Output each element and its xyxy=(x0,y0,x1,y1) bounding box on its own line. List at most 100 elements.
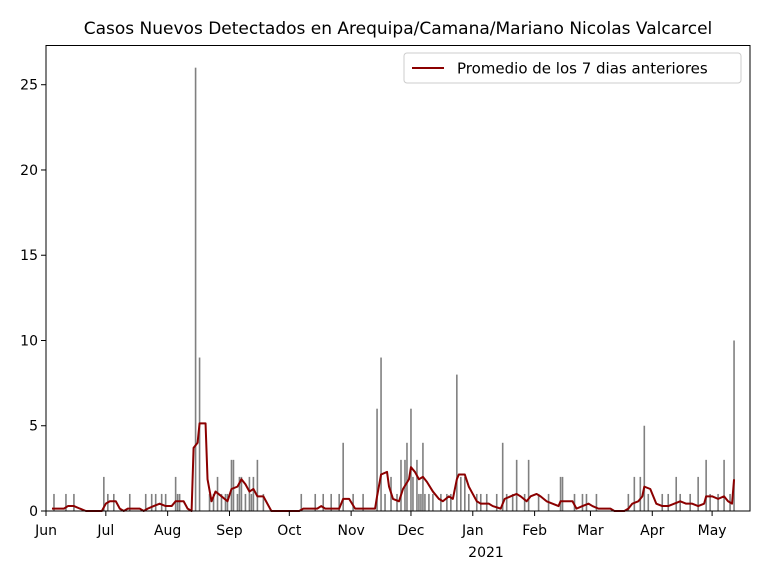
bar-series xyxy=(53,67,735,512)
bar xyxy=(380,357,382,511)
bar xyxy=(362,493,364,511)
bar xyxy=(523,493,526,511)
bar xyxy=(440,493,442,511)
bar xyxy=(376,408,378,511)
bar xyxy=(705,459,707,511)
x-tick-label: Apr xyxy=(640,523,664,539)
plot-frame xyxy=(45,45,751,512)
bar xyxy=(639,476,642,511)
bar xyxy=(515,459,518,511)
bar xyxy=(485,493,488,511)
bar xyxy=(73,493,75,511)
bar xyxy=(220,493,223,511)
bar xyxy=(559,476,562,511)
bar xyxy=(330,493,332,511)
bar xyxy=(352,493,354,511)
bar xyxy=(176,493,179,511)
bar xyxy=(475,493,478,511)
bar xyxy=(244,493,247,511)
legend: Promedio de los 7 dias anteriores xyxy=(403,52,742,84)
y-tick-label: 15 xyxy=(20,248,38,264)
bar xyxy=(511,493,514,511)
x-tick-label: Feb xyxy=(522,523,547,539)
bar xyxy=(661,493,664,511)
bar xyxy=(420,493,422,511)
bar xyxy=(733,340,735,511)
bar xyxy=(384,493,386,511)
average-line-series xyxy=(51,422,736,512)
bar xyxy=(128,493,131,511)
legend-label: Promedio de los 7 dias anteriores xyxy=(457,60,708,78)
x-tick-label: Jun xyxy=(34,523,57,539)
bar xyxy=(164,493,167,511)
bar xyxy=(212,493,215,511)
bar xyxy=(396,493,398,511)
bar xyxy=(424,493,426,511)
x-tick-label: Mar xyxy=(577,523,604,539)
bar xyxy=(468,493,470,511)
bar xyxy=(505,493,508,511)
bar xyxy=(595,493,598,511)
x-year-label: 2021 xyxy=(468,545,504,561)
x-tick-label: Aug xyxy=(154,523,181,539)
bar xyxy=(667,493,670,511)
bar xyxy=(338,493,340,511)
bar xyxy=(709,493,711,511)
bar xyxy=(256,459,259,511)
bar xyxy=(723,459,725,511)
bar xyxy=(689,493,691,511)
bar xyxy=(679,493,681,511)
bar xyxy=(300,493,303,511)
bar xyxy=(647,493,650,511)
bar xyxy=(238,476,241,511)
bar xyxy=(643,425,646,511)
bar xyxy=(400,459,402,511)
bar xyxy=(342,442,344,511)
bar xyxy=(194,67,197,512)
bar xyxy=(314,493,317,511)
x-tick-label: Oct xyxy=(277,523,302,539)
chart-title: Casos Nuevos Detectados en Arequipa/Cama… xyxy=(84,19,713,39)
bar xyxy=(252,476,255,511)
x-tick-label: Dec xyxy=(397,523,424,539)
bar xyxy=(53,493,55,511)
bar xyxy=(248,476,251,511)
bar xyxy=(262,493,265,511)
average-line xyxy=(51,422,736,512)
bar xyxy=(410,408,412,511)
bar xyxy=(527,459,530,511)
bar xyxy=(456,374,458,511)
bar xyxy=(113,493,115,511)
bar xyxy=(144,493,147,511)
bar xyxy=(561,476,564,511)
bar xyxy=(573,493,576,511)
bar xyxy=(501,442,504,511)
bar xyxy=(226,493,229,511)
bar xyxy=(627,493,630,511)
bar xyxy=(224,493,227,511)
bar xyxy=(450,493,452,511)
bar xyxy=(150,493,153,511)
bar xyxy=(416,459,418,511)
bar xyxy=(460,476,462,511)
bar xyxy=(208,493,211,511)
bar xyxy=(697,476,699,511)
y-tick-label: 0 xyxy=(29,504,38,520)
bar xyxy=(581,493,584,511)
bar xyxy=(240,476,243,511)
bar xyxy=(717,493,719,511)
bar xyxy=(103,476,105,511)
y-tick-label: 25 xyxy=(20,78,38,94)
bar xyxy=(412,476,414,511)
bar xyxy=(495,493,498,511)
bar xyxy=(198,357,201,511)
bar xyxy=(178,493,181,511)
bar xyxy=(174,476,177,511)
bar xyxy=(160,493,163,511)
bar xyxy=(322,493,325,511)
bar xyxy=(65,493,67,511)
bar xyxy=(406,442,408,511)
y-axis: 0 5 10 15 20 25 xyxy=(20,78,46,520)
